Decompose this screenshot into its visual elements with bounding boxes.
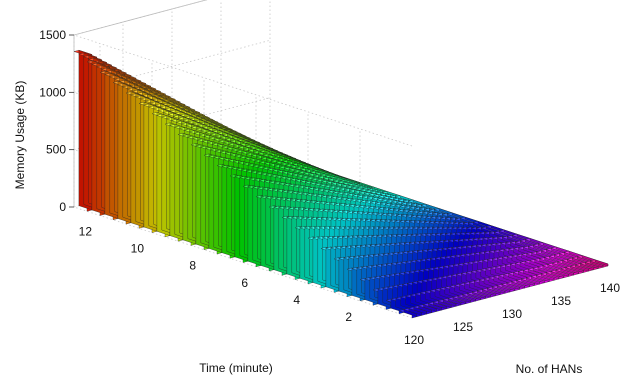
y-tick-label: 10 [131,242,145,256]
z-axis-label: Memory Usage (KB) [13,81,27,190]
y-tick-label: 4 [293,293,300,307]
y-tick-label: 8 [189,259,196,273]
grid-line-zt-1500 [73,34,413,147]
x-tick-label: 125 [453,320,473,334]
y-tick-label: 2 [345,310,352,324]
y-tick-label: 6 [241,276,248,290]
z-tick-label: 1000 [39,85,66,99]
z-tick-label: 1500 [39,28,66,42]
z-tick-label: 500 [46,143,66,157]
grid-line-z-1500 [73,0,208,36]
x-tick-label: 135 [551,294,571,308]
x-axis-label: No. of HANs [516,362,583,376]
z-tick-label: 0 [59,200,66,214]
y-axis-label: Time (minute) [199,361,273,375]
x-tick-label: 120 [404,333,424,347]
bars-layer [73,50,609,319]
grid-line-z-1000 [73,39,271,93]
x-tick-label: 140 [600,281,620,295]
grid-line-zt-0 [73,206,413,319]
y-tick-label: 12 [79,225,93,239]
x-tick-label: 130 [502,307,522,321]
